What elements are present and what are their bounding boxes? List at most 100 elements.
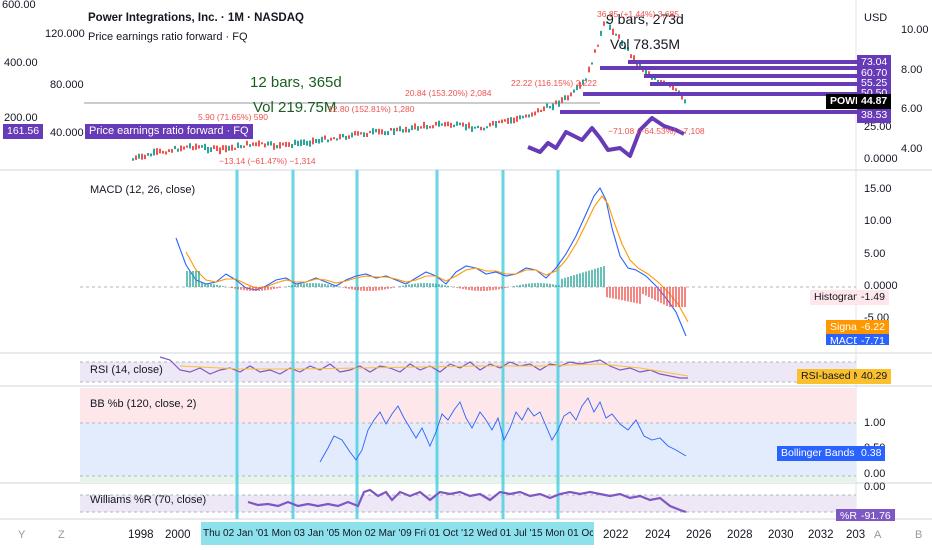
candle (303, 139, 305, 145)
candle (639, 62, 641, 70)
histogram-bar (333, 285, 335, 287)
left-axis-label: 600.00 (2, 0, 36, 11)
williams-axis-label: 0.00 (864, 481, 886, 493)
candle (405, 126, 407, 133)
candle (339, 134, 341, 140)
histogram-bar (243, 287, 245, 291)
histogram-bar (417, 283, 419, 287)
williams-title[interactable]: Williams %R (70, close) (90, 494, 207, 506)
right-toolbar-icon[interactable]: A (874, 529, 882, 541)
histogram-bar (288, 285, 290, 287)
candle (441, 123, 443, 126)
histogram-label: Histogram (810, 290, 866, 305)
histogram-bar (279, 287, 281, 288)
rsi-ma-value: 40.29 (857, 369, 892, 384)
time-range-highlight (201, 522, 594, 545)
histogram-bar (684, 287, 686, 307)
histogram-bar (648, 287, 650, 297)
candle (243, 145, 245, 148)
williams-tag-value: -91.76 (857, 509, 895, 521)
histogram-bar (216, 284, 218, 287)
histogram-bar (663, 287, 665, 305)
candle (201, 145, 203, 148)
candle (231, 144, 233, 151)
candle (636, 64, 638, 68)
histogram-bar (237, 287, 239, 290)
histogram-bar (372, 287, 374, 291)
candle (372, 128, 374, 135)
histogram-bar (321, 283, 323, 287)
histogram-bar (546, 283, 548, 287)
histogram-bar (624, 287, 626, 301)
histogram-bar (495, 287, 497, 290)
histogram-bar (552, 284, 554, 287)
candle (249, 144, 251, 147)
histogram-bar (498, 287, 500, 290)
bb-percent-line (319, 397, 687, 463)
indicator-title[interactable]: Price earnings ratio forward · FQ (88, 31, 248, 43)
histogram-bar (231, 287, 233, 289)
symbol-title[interactable]: Power Integrations, Inc. · 1M · NASDAQ (88, 12, 304, 24)
candle (309, 140, 311, 147)
year-label: 2022 (603, 529, 629, 541)
histogram-bar (633, 287, 635, 303)
level-tag: 60.70 (857, 66, 892, 77)
candle (483, 127, 485, 131)
bb-overbought-zone (80, 388, 856, 423)
candle (576, 85, 578, 91)
left-toolbar-icon[interactable]: Y (18, 529, 26, 541)
candle (438, 120, 440, 127)
histogram-bar (471, 287, 473, 291)
rsi-title[interactable]: RSI (14, close) (90, 364, 163, 376)
histogram-bar (318, 283, 320, 287)
candle (573, 89, 575, 93)
candle (546, 103, 548, 108)
candle (423, 121, 425, 129)
candle (270, 141, 272, 146)
histogram-bar (468, 287, 470, 291)
right-axis-label: 6.00 (901, 103, 923, 115)
candle (306, 140, 308, 146)
candle (420, 126, 422, 129)
candle (525, 114, 527, 118)
right-axis-label: 8.00 (901, 64, 923, 76)
candle (600, 30, 602, 36)
histogram-bar (594, 268, 596, 287)
measure-move: 20.84 (153.20%) 2,084 (405, 88, 492, 98)
histogram-bar (573, 275, 575, 287)
histogram-bar (609, 287, 611, 298)
histogram-bar (210, 283, 212, 287)
candle (189, 143, 191, 149)
histogram-bar (603, 266, 605, 287)
candle (333, 137, 335, 140)
candle (399, 126, 401, 132)
symbol-tag[interactable]: POWI (826, 94, 862, 109)
histogram-bar (585, 271, 587, 287)
candle (159, 148, 161, 154)
candle (621, 40, 623, 46)
candle (261, 142, 263, 145)
candle (276, 144, 278, 149)
candle (321, 136, 323, 143)
histogram-bar (204, 283, 206, 287)
histogram-bar (222, 286, 224, 287)
pe-series-label[interactable]: Price earnings ratio forward · FQ (85, 124, 253, 139)
candle (369, 130, 371, 134)
left-toolbar-icon[interactable]: Z (58, 529, 65, 541)
candle (174, 145, 176, 150)
candle (543, 106, 545, 112)
candle (297, 140, 299, 147)
bb-title[interactable]: BB %b (120, close, 2) (90, 398, 197, 410)
candle (513, 117, 515, 124)
histogram-bar (444, 285, 446, 287)
macd-title[interactable]: MACD (12, 26, close) (90, 184, 196, 196)
right-toolbar-icon[interactable]: B (915, 529, 923, 541)
macd-label: MACD (826, 334, 865, 345)
histogram-bar (579, 273, 581, 287)
histogram-bar (405, 285, 407, 287)
symbol-price-tag: 44.87 (857, 94, 892, 109)
candle (393, 128, 395, 136)
histogram-bar (474, 287, 476, 291)
